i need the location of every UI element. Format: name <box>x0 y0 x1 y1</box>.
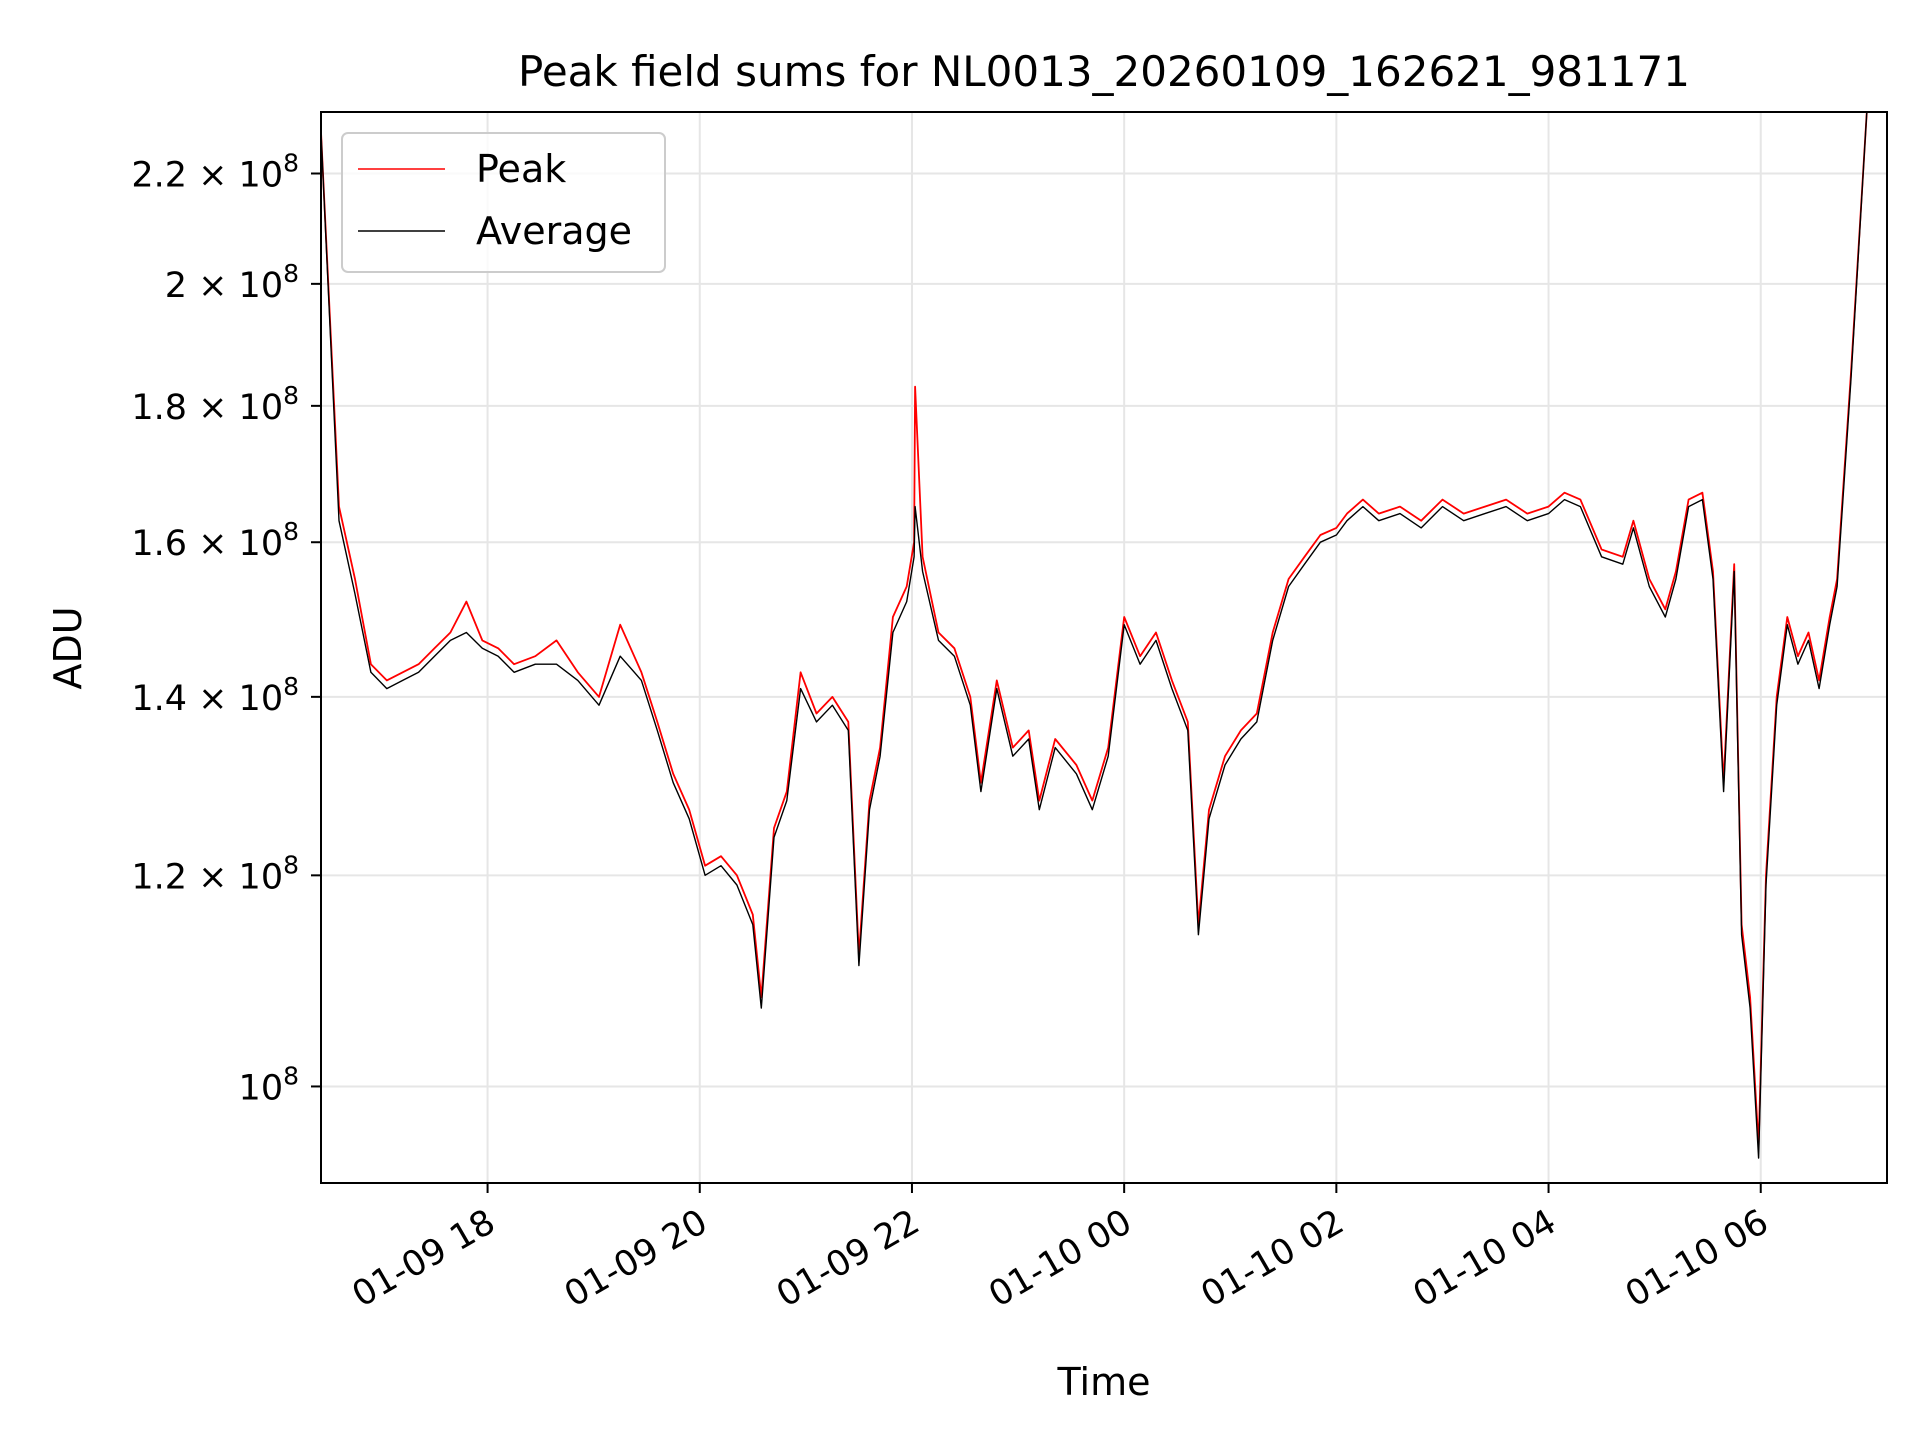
chart-title: Peak field sums for NL0013_20260109_1626… <box>518 47 1690 96</box>
legend-frame <box>341 132 666 273</box>
y-tick-label: 108 <box>239 1061 299 1108</box>
plot-frame <box>320 111 1888 1184</box>
y-tick-label: 1.6 × 108 <box>131 517 299 564</box>
y-tick-label: 2 × 108 <box>165 259 299 306</box>
y-tick-label: 1.2 × 108 <box>131 850 299 897</box>
y-tick-label: 1.4 × 108 <box>131 672 299 719</box>
legend-label-peak: Peak <box>476 147 566 191</box>
grid <box>321 112 1887 1183</box>
y-tick-label: 1.8 × 108 <box>131 381 299 428</box>
series-layer <box>321 112 1868 1159</box>
y-axis-label: ADU <box>46 606 90 689</box>
x-axis-label: Time <box>1057 1360 1151 1404</box>
legend-label-average: Average <box>476 209 632 253</box>
legend: Peak Average <box>341 132 666 273</box>
series-line-peak <box>321 112 1868 1147</box>
y-tick-label: 2.2 × 108 <box>131 148 299 195</box>
series-line-average <box>321 112 1868 1159</box>
